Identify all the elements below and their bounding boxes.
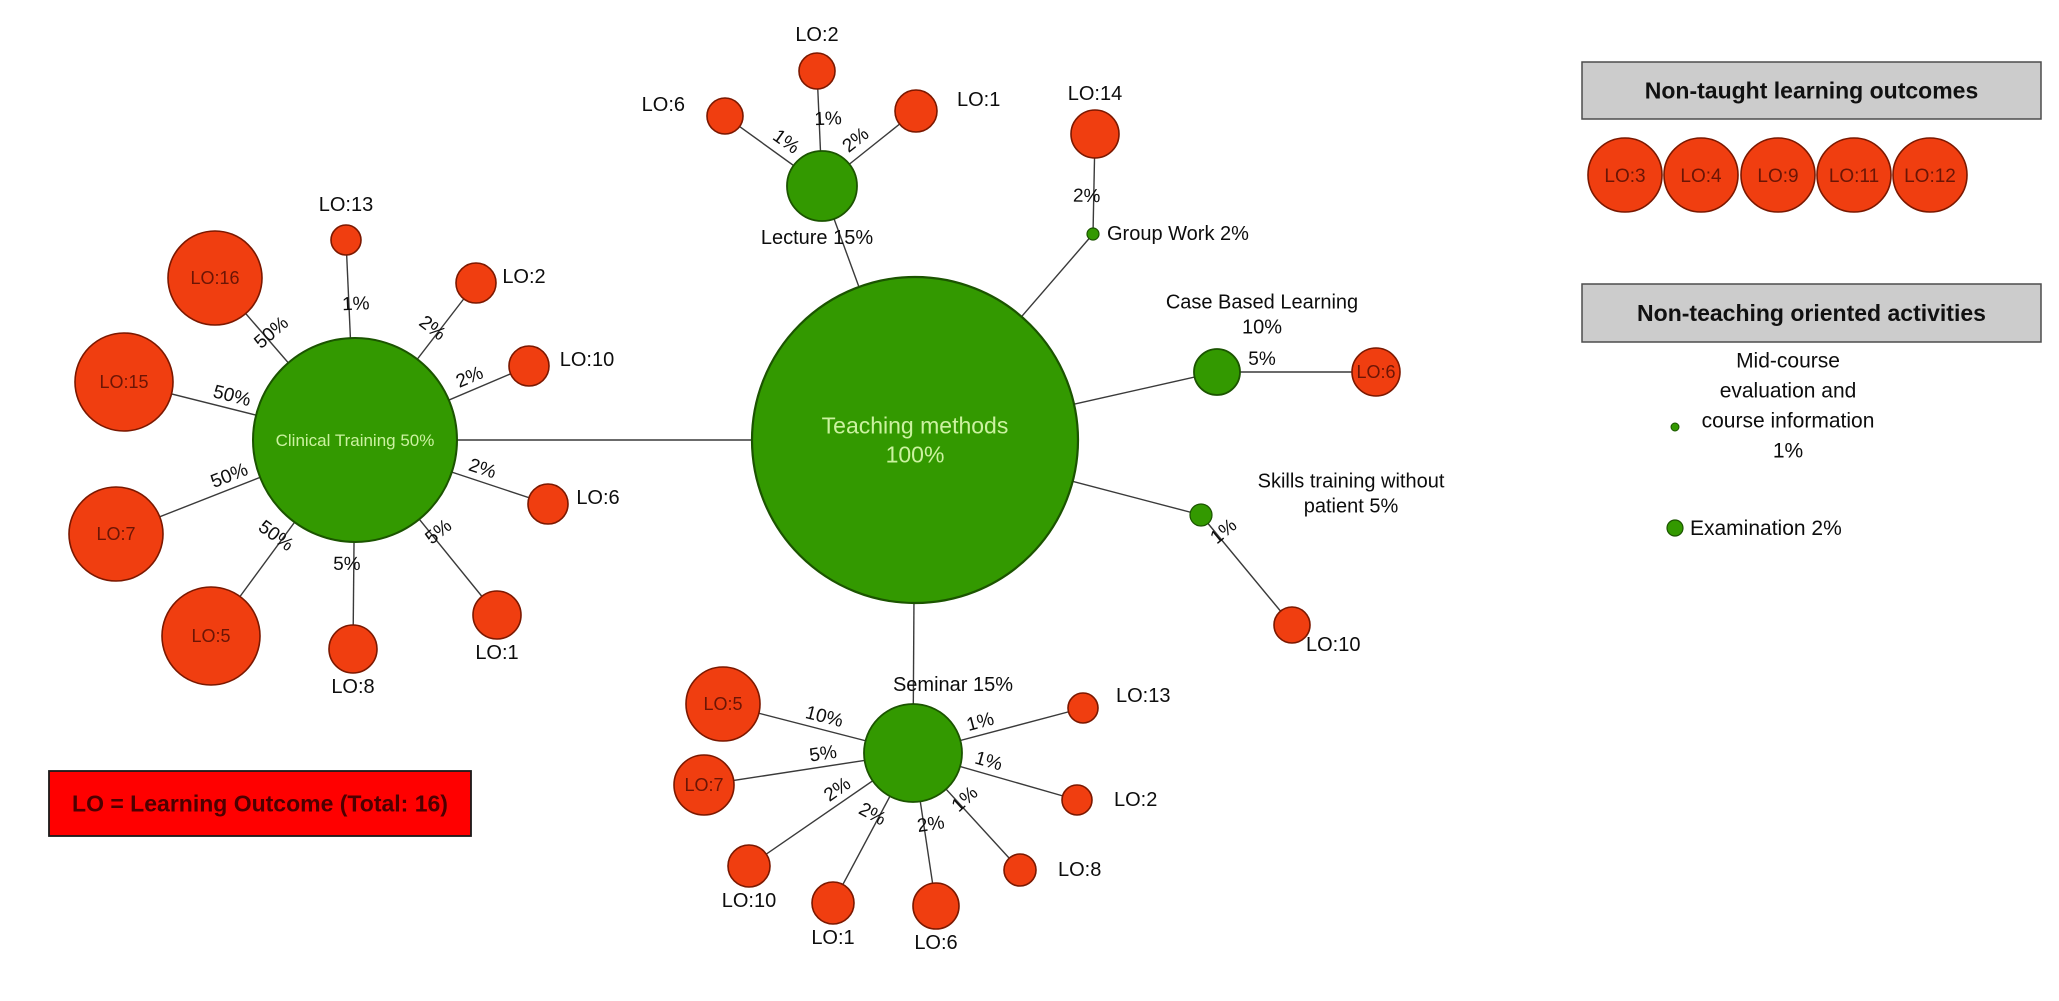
svg-text:10%: 10% [1242,317,1282,339]
svg-text:1%: 1% [1207,515,1242,549]
svg-text:LO:4: LO:4 [1680,166,1722,187]
svg-text:LO:7: LO:7 [96,524,135,544]
svg-text:LO:10: LO:10 [560,349,614,371]
svg-text:Skills training without: Skills training without [1258,471,1445,493]
svg-text:5%: 5% [422,515,457,549]
svg-text:10%: 10% [803,702,845,732]
svg-text:LO:13: LO:13 [319,194,373,216]
svg-text:LO:6: LO:6 [914,932,957,954]
svg-text:50%: 50% [208,459,251,493]
svg-text:LO:15: LO:15 [99,372,148,392]
svg-text:LO:13: LO:13 [1116,685,1170,707]
svg-text:Mid-course: Mid-course [1736,349,1840,372]
svg-text:2%: 2% [1073,186,1101,208]
svg-text:LO:2: LO:2 [1114,789,1157,811]
svg-text:LO:9: LO:9 [1757,166,1798,187]
svg-text:Teaching methods: Teaching methods [822,413,1009,439]
svg-text:LO:8: LO:8 [1058,859,1101,881]
svg-text:Non-taught learning outcomes: Non-taught learning outcomes [1645,78,1979,104]
svg-text:5%: 5% [333,554,361,575]
svg-text:Lecture 15%: Lecture 15% [761,227,874,249]
svg-text:Examination 2%: Examination 2% [1690,517,1842,540]
svg-text:100%: 100% [886,441,945,467]
svg-text:LO:14: LO:14 [1068,83,1122,105]
svg-text:1%: 1% [814,108,842,130]
svg-text:5%: 5% [808,742,838,767]
svg-text:Group Work 2%: Group Work 2% [1107,223,1249,245]
svg-text:2%: 2% [820,773,855,806]
svg-text:1%: 1% [342,293,370,315]
svg-text:LO:7: LO:7 [684,775,723,795]
svg-text:LO:11: LO:11 [1829,166,1879,187]
svg-text:LO:2: LO:2 [795,24,838,46]
svg-text:LO:8: LO:8 [331,676,374,698]
svg-text:LO:5: LO:5 [703,694,742,714]
svg-text:evaluation and: evaluation and [1720,379,1857,402]
svg-text:Case Based Learning: Case Based Learning [1166,292,1358,314]
svg-text:1%: 1% [1773,439,1803,462]
svg-text:LO:10: LO:10 [722,890,776,912]
svg-text:Non-teaching oriented activiti: Non-teaching oriented activities [1637,300,1986,326]
svg-text:LO:2: LO:2 [502,266,545,288]
svg-text:LO:6: LO:6 [1356,362,1395,382]
svg-text:2%: 2% [415,312,450,345]
svg-text:5%: 5% [1248,349,1276,370]
svg-text:LO:5: LO:5 [191,626,230,646]
svg-text:50%: 50% [254,516,297,556]
svg-text:LO:6: LO:6 [576,487,619,509]
svg-text:2%: 2% [453,363,487,393]
svg-text:LO:1: LO:1 [811,927,854,949]
svg-text:LO:3: LO:3 [1604,166,1645,187]
svg-text:LO:16: LO:16 [190,268,239,288]
svg-text:2%: 2% [839,124,874,158]
svg-text:LO:1: LO:1 [957,89,1000,111]
svg-text:LO:12: LO:12 [1904,166,1956,187]
svg-text:50%: 50% [250,312,293,353]
svg-text:1%: 1% [948,782,983,816]
svg-text:course information: course information [1702,409,1875,432]
svg-text:2%: 2% [855,799,889,831]
svg-text:LO:10: LO:10 [1306,634,1360,656]
svg-text:2%: 2% [916,812,946,837]
svg-text:LO = Learning Outcome (Total:: LO = Learning Outcome (Total: 16) [72,791,448,817]
svg-text:LO:1: LO:1 [475,642,518,664]
svg-text:LO:6: LO:6 [642,94,685,116]
svg-text:Seminar 15%: Seminar 15% [893,674,1013,696]
svg-text:50%: 50% [211,381,253,411]
svg-text:1%: 1% [769,125,804,158]
svg-text:Clinical Training 50%: Clinical Training 50% [276,431,435,450]
svg-text:patient 5%: patient 5% [1304,496,1399,518]
